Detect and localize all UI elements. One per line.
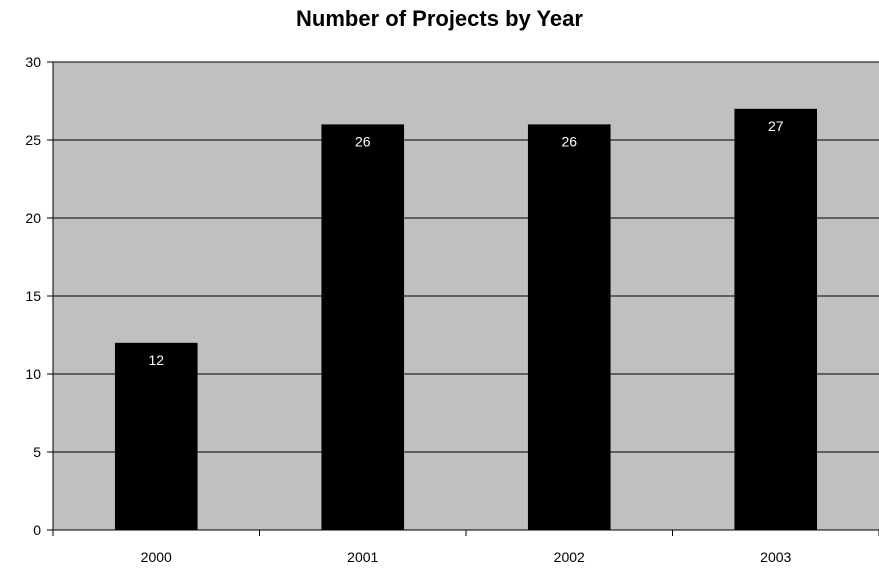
bar-2002: [527, 124, 611, 531]
data-label: 26: [561, 133, 577, 149]
y-tick-label: 20: [25, 210, 41, 226]
bar-2003: [734, 108, 818, 531]
bars: 12 26 26 27: [114, 108, 818, 531]
y-tick-label: 10: [25, 366, 41, 382]
data-label: 27: [768, 118, 784, 134]
bar-2000: [114, 342, 198, 530]
y-tick-label: 5: [33, 444, 41, 460]
y-axis: 0 5 10 15 20 25 30: [25, 54, 53, 538]
x-tick-label: 2000: [141, 549, 172, 565]
y-tick-label: 0: [33, 522, 41, 538]
data-label: 26: [355, 133, 371, 149]
y-tick-label: 15: [25, 288, 41, 304]
x-tick-label: 2001: [347, 549, 378, 565]
y-tick-label: 25: [25, 132, 41, 148]
bar-2001: [321, 124, 405, 531]
data-label: 12: [148, 352, 164, 368]
chart-title: Number of Projects by Year: [296, 6, 583, 31]
y-tick-label: 30: [25, 54, 41, 70]
x-tick-label: 2002: [554, 549, 585, 565]
x-tick-label: 2003: [760, 549, 791, 565]
x-axis: 2000 2001 2002 2003: [52, 530, 879, 565]
